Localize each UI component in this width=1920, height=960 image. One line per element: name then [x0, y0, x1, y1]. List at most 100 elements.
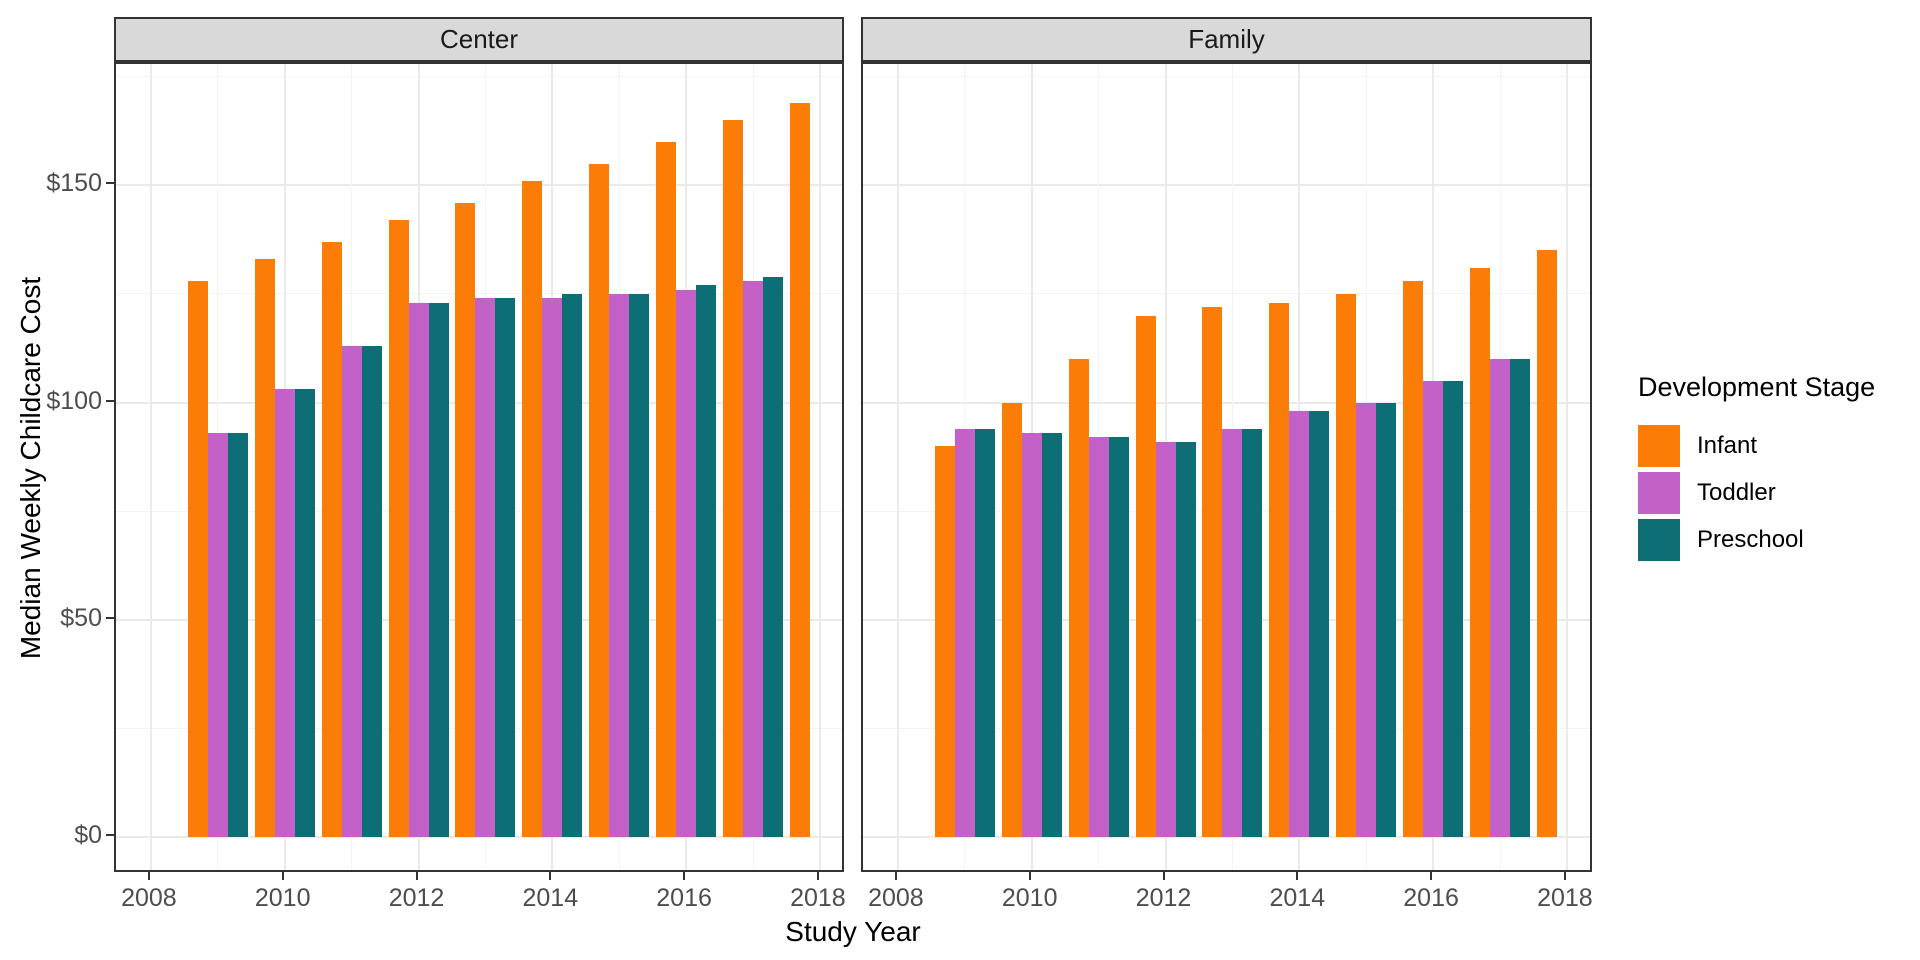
- y-tick-mark: [106, 616, 114, 619]
- y-axis-title: Median Weekly Childcare Cost: [15, 276, 46, 660]
- x-tick-mark: [1162, 872, 1165, 880]
- bar-center-preschool-2012: [428, 302, 449, 837]
- y-tick-label: $100: [46, 386, 102, 415]
- bar-family-infant-2016: [1403, 280, 1424, 837]
- bar-center-toddler-2012: [408, 302, 429, 837]
- bar-center-toddler-2017: [743, 280, 763, 837]
- legend-swatch-toddler: [1638, 472, 1680, 514]
- gridline-major: [149, 64, 152, 870]
- bar-family-toddler-2014: [1289, 411, 1310, 837]
- x-tick-mark: [281, 872, 284, 880]
- bar-family-infant-2012: [1135, 315, 1156, 837]
- gridline-major: [1565, 64, 1568, 870]
- gridline-major: [116, 184, 842, 187]
- x-tick-label: 2008: [868, 884, 924, 912]
- x-tick-mark: [1028, 872, 1031, 880]
- x-tick-mark: [147, 872, 150, 880]
- bar-center-toddler-2016: [676, 289, 697, 837]
- bar-center-preschool-2011: [361, 346, 382, 837]
- facet-strip-family: Family: [861, 17, 1592, 62]
- x-tick-mark: [683, 872, 686, 880]
- bar-center-preschool-2014: [562, 293, 583, 837]
- bar-center-toddler-2014: [542, 298, 563, 837]
- bar-center-preschool-2010: [294, 389, 315, 837]
- gridline-major: [863, 836, 1590, 838]
- bar-family-infant-2013: [1202, 306, 1223, 837]
- bar-family-toddler-2012: [1155, 441, 1176, 837]
- bar-family-toddler-2011: [1088, 437, 1109, 837]
- bar-center-toddler-2011: [341, 346, 362, 837]
- y-tick-label: $150: [46, 169, 102, 198]
- bar-center-preschool-2013: [495, 298, 516, 837]
- bar-family-toddler-2009: [954, 428, 975, 837]
- y-tick-label: $0: [74, 821, 102, 849]
- facet-strip-label: Family: [1188, 24, 1265, 54]
- x-tick-label: 2014: [1269, 884, 1326, 912]
- bar-center-infant-2012: [388, 220, 409, 837]
- bar-family-preschool-2014: [1309, 411, 1330, 837]
- bar-center-toddler-2015: [609, 293, 630, 837]
- legend-swatch-preschool: [1638, 519, 1680, 561]
- legend: Development Stage Infant Toddler Preschool: [1638, 372, 1908, 566]
- gridline-major: [116, 836, 842, 838]
- gridline-major: [896, 64, 899, 870]
- x-tick-label: 2010: [254, 884, 311, 912]
- legend-title: Development Stage: [1638, 372, 1876, 402]
- facet-family: Family 2008 2010 2012 2014 2016 2018: [861, 0, 1593, 960]
- bar-family-infant-2015: [1336, 293, 1357, 837]
- bar-center-toddler-2013: [475, 298, 496, 837]
- legend-item: Preschool: [1638, 519, 1908, 561]
- bar-center-toddler-2009: [207, 432, 228, 837]
- legend-label: Infant: [1697, 432, 1758, 459]
- bar-family-toddler-2013: [1222, 428, 1243, 837]
- facet-strip-center: Center: [114, 17, 844, 62]
- bar-family-infant-2009: [934, 445, 955, 837]
- bar-family-preschool-2013: [1242, 428, 1263, 837]
- bar-center-infant-2009: [187, 280, 208, 837]
- x-tick-label: 2016: [1403, 884, 1459, 912]
- bar-family-toddler-2015: [1356, 402, 1377, 837]
- bar-family-preschool-2011: [1108, 437, 1129, 837]
- x-tick-mark: [1563, 872, 1566, 880]
- y-tick-mark: [106, 399, 114, 402]
- bar-center-infant-2018: [789, 102, 810, 837]
- bar-family-infant-2010: [1001, 402, 1022, 837]
- x-tick-label: 2018: [1537, 884, 1593, 912]
- bar-family-toddler-2010: [1021, 432, 1042, 837]
- gridline-major: [863, 401, 1590, 404]
- x-tick-mark: [1296, 872, 1299, 880]
- legend-label: Toddler: [1697, 479, 1776, 506]
- bar-family-preschool-2009: [974, 428, 995, 837]
- bar-family-toddler-2017: [1490, 359, 1510, 837]
- x-tick-label: 2010: [1001, 884, 1058, 912]
- x-tick-label: 2012: [1135, 884, 1192, 912]
- bar-center-infant-2013: [455, 202, 476, 837]
- bar-family-preschool-2016: [1443, 380, 1464, 837]
- bar-family-toddler-2016: [1423, 380, 1444, 837]
- bar-center-preschool-2015: [629, 293, 650, 837]
- gridline-minor: [116, 76, 842, 78]
- bar-center-preschool-2009: [227, 432, 248, 837]
- bar-family-preschool-2017: [1510, 359, 1530, 837]
- gridline-major: [818, 64, 821, 870]
- legend-item: Infant: [1638, 425, 1908, 467]
- x-axis-title: Study Year: [785, 916, 921, 947]
- gridline-minor: [863, 76, 1590, 78]
- bar-center-infant-2015: [589, 163, 610, 837]
- bar-center-infant-2017: [723, 120, 743, 837]
- y-tick-mark: [106, 182, 114, 185]
- gridline-major: [863, 184, 1590, 187]
- legend-label: Preschool: [1697, 526, 1804, 553]
- bar-center-infant-2010: [254, 259, 275, 837]
- gridline-minor: [116, 293, 842, 295]
- x-tick-label: 2018: [790, 884, 846, 912]
- bar-family-infant-2017: [1470, 267, 1490, 837]
- x-tick-mark: [1430, 872, 1433, 880]
- legend-items: Infant Toddler Preschool: [1638, 425, 1908, 561]
- y-tick-mark: [106, 834, 114, 836]
- bar-family-infant-2018: [1536, 250, 1557, 837]
- bar-center-infant-2016: [656, 141, 677, 837]
- plot-panel-family: [861, 62, 1592, 872]
- legend-item: Toddler: [1638, 472, 1908, 514]
